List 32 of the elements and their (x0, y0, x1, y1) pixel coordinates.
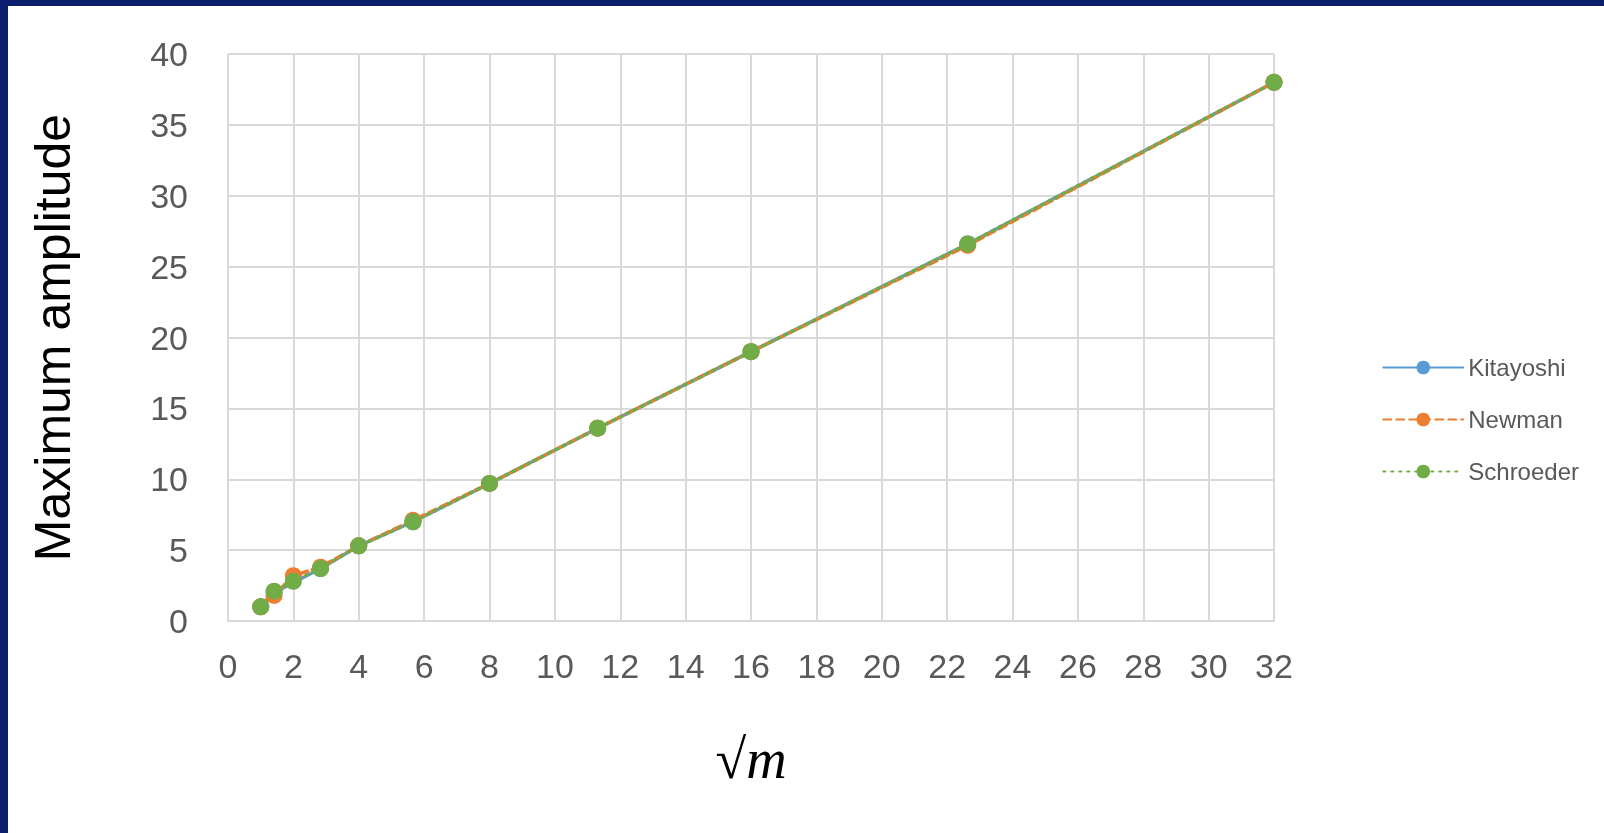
x-tick-label: 2 (283, 647, 303, 685)
x-tick-label: 28 (1124, 647, 1163, 685)
y-tick-label: 35 (150, 105, 188, 144)
x-tick-label: 24 (993, 647, 1032, 685)
y-tick-label: 30 (150, 176, 188, 215)
point (284, 572, 302, 590)
x-tick-label: 10 (535, 647, 574, 685)
legend-label: Schroeder (1468, 458, 1580, 485)
x-tick-label: 0 (218, 647, 238, 685)
x-tick-label: 18 (797, 647, 836, 685)
x-tick-label: 26 (1058, 647, 1097, 685)
x-tick-label: 14 (666, 647, 705, 685)
x-tick-label: 32 (1255, 647, 1293, 685)
y-tick-label: 25 (150, 247, 188, 286)
legend-label: Kitayoshi (1468, 354, 1566, 381)
y-tick-label: 0 (169, 602, 188, 640)
y-tick-label: 40 (150, 35, 188, 73)
y-tick-label: 20 (150, 318, 188, 357)
x-tick-label: 8 (480, 647, 499, 685)
y-tick-label: 15 (150, 389, 188, 428)
x-tick-label: 12 (601, 647, 640, 685)
legend-label: Newman (1468, 406, 1563, 433)
x-tick-label: 30 (1189, 647, 1228, 685)
x-tick-label: 20 (862, 647, 901, 685)
x-tick-label: 4 (349, 647, 369, 685)
x-tick-label: 16 (732, 647, 770, 685)
x-tick-label: 22 (928, 647, 967, 685)
y-tick-label: 5 (169, 531, 188, 570)
x-axis-title: √m (715, 728, 787, 790)
y-tick-label: 10 (150, 460, 188, 499)
x-tick-label: 6 (414, 647, 434, 685)
y-axis-title: Maximum amplitude (25, 113, 81, 562)
